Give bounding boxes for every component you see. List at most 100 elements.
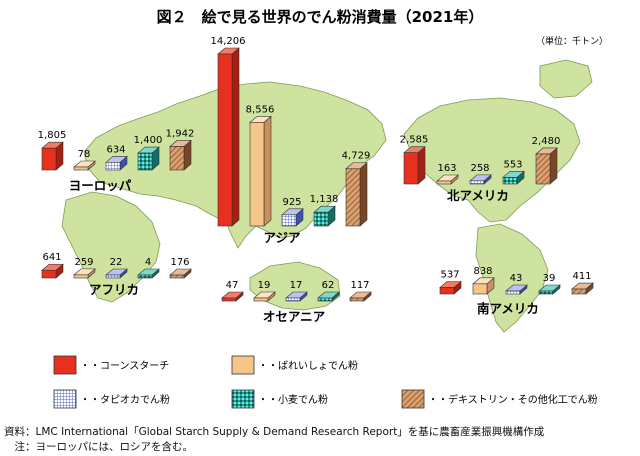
bar-front (41, 147, 57, 171)
bar-europe-cornstarch (41, 141, 64, 171)
value-label-europe-potato-starch: 78 (78, 149, 91, 160)
bar-front (221, 297, 237, 302)
bar-front (345, 168, 361, 227)
bar-front (436, 180, 452, 185)
bar-north-america-dextrin-modified-starch (535, 147, 558, 185)
legend-label: ・・ばれいしょでん粉 (258, 359, 358, 372)
region-label-north-america: 北アメリカ (447, 188, 509, 203)
value-label-asia-tapioca-starch: 925 (282, 197, 301, 208)
bar-front (169, 274, 185, 279)
value-label-oceania-dextrin-modified-starch: 117 (350, 280, 369, 291)
value-label-europe-tapioca-starch: 634 (106, 144, 125, 155)
bar-front (285, 297, 301, 302)
legend-item-dextrin-modified-starch: ・・デキストリン・その他化工でん粉 (401, 389, 598, 409)
region-label-africa: アフリカ (89, 282, 139, 297)
bar-africa-dextrin-modified-starch (169, 268, 192, 279)
bar-north-america-wheat-starch (502, 170, 525, 185)
value-label-asia-cornstarch: 14,206 (211, 36, 246, 47)
legend-label: ・・小麦でん粉 (258, 393, 328, 406)
region-label-europe: ヨーロッパ (69, 178, 132, 193)
value-label-africa-wheat-starch: 4 (145, 257, 151, 268)
bar-africa-tapioca-starch (105, 268, 128, 279)
value-label-north-america-potato-starch: 163 (437, 163, 456, 174)
bar-front (502, 177, 518, 185)
value-label-europe-cornstarch: 1,805 (38, 130, 67, 141)
value-label-asia-dextrin-modified-starch: 4,729 (342, 151, 371, 162)
legend-swatch (53, 389, 77, 409)
bar-front (253, 297, 269, 302)
legend-item-tapioca-starch: ・・タピオカでん粉 (53, 389, 170, 409)
bar-front (169, 146, 185, 171)
bar-asia-cornstarch (217, 47, 240, 227)
bar-front (571, 288, 587, 295)
region-label-oceania: オセアニア (263, 309, 325, 324)
bar-asia-dextrin-modified-starch (345, 162, 368, 227)
bar-asia-tapioca-starch (281, 208, 304, 227)
legend-swatch (231, 389, 255, 409)
bar-front (505, 290, 521, 295)
bar-africa-wheat-starch (137, 268, 160, 279)
bar-front (217, 53, 233, 227)
value-label-asia-potato-starch: 8,556 (246, 104, 275, 115)
bar-side (263, 115, 272, 227)
value-label-south-america-tapioca-starch: 43 (510, 273, 523, 284)
region-label-south-america: 南アメリカ (477, 301, 539, 316)
bar-asia-wheat-starch (313, 205, 336, 227)
legend: ・・コーンスターチ ・・ばれいしょでん粉・・タピオカでん粉 ・・小麦でん粉 ・・デキス… (53, 355, 598, 409)
bar-front (105, 162, 121, 171)
legend-label: ・・タピオカでん粉 (80, 393, 170, 406)
legend-item-cornstarch: ・・コーンスターチ (53, 355, 169, 375)
bar-oceania-dextrin-modified-starch (349, 291, 372, 302)
value-label-oceania-cornstarch: 47 (226, 280, 239, 291)
bar-oceania-cornstarch (221, 291, 244, 302)
bar-side (417, 146, 426, 185)
legend-swatch (401, 389, 425, 409)
bar-south-america-wheat-starch (538, 284, 561, 295)
bar-front (73, 166, 89, 171)
bar-front (281, 214, 297, 227)
value-label-north-america-wheat-starch: 553 (503, 159, 522, 170)
world-map (61, 59, 593, 333)
value-label-europe-wheat-starch: 1,400 (134, 135, 163, 146)
source-note: 資料：LMC International「Global Starch Suppl… (4, 426, 545, 438)
legend-item-potato-starch: ・・ばれいしょでん粉 (231, 355, 358, 375)
bar-oceania-wheat-starch (317, 291, 340, 302)
bar-front (538, 290, 554, 295)
bar-side (231, 47, 240, 227)
region-label-asia: アジア (263, 230, 300, 245)
bar-front (73, 274, 89, 279)
value-label-oceania-wheat-starch: 62 (322, 280, 335, 291)
value-label-south-america-dextrin-modified-starch: 411 (572, 271, 591, 282)
bar-front (469, 180, 485, 185)
bar-south-america-cornstarch (439, 280, 462, 295)
bar-north-america-tapioca-starch (469, 174, 492, 185)
bar-africa-cornstarch (41, 263, 64, 279)
value-label-africa-potato-starch: 259 (74, 257, 93, 268)
bar-front (137, 274, 153, 279)
unit-label: （単位：千トン） (536, 35, 608, 47)
value-label-africa-tapioca-starch: 22 (110, 257, 123, 268)
value-label-north-america-cornstarch: 2,585 (400, 135, 429, 146)
bar-front (439, 287, 455, 295)
bar-europe-dextrin-modified-starch (169, 139, 192, 171)
footnote: 注：ヨーロッパには、ロシアを含む。 (4, 441, 193, 453)
bar-north-america-cornstarch (403, 146, 426, 185)
bar-front (41, 269, 57, 279)
bar-side (359, 162, 368, 227)
bar-europe-tapioca-starch (105, 155, 128, 171)
bar-africa-potato-starch (73, 268, 96, 279)
bar-oceania-tapioca-starch (285, 291, 308, 302)
bar-front (535, 153, 551, 185)
bar-europe-potato-starch (73, 160, 96, 171)
bar-north-america-potato-starch (436, 174, 459, 185)
bar-front (249, 122, 265, 227)
chart-title: 図２ 絵で見る世界のでん粉消費量（2021年） (157, 8, 484, 26)
value-label-asia-wheat-starch: 1,138 (310, 194, 339, 205)
legend-item-wheat-starch: ・・小麦でん粉 (231, 389, 328, 409)
legend-label: ・・コーンスターチ (80, 360, 169, 372)
legend-label: ・・デキストリン・その他化工でん粉 (428, 393, 598, 406)
bar-front (313, 211, 329, 227)
